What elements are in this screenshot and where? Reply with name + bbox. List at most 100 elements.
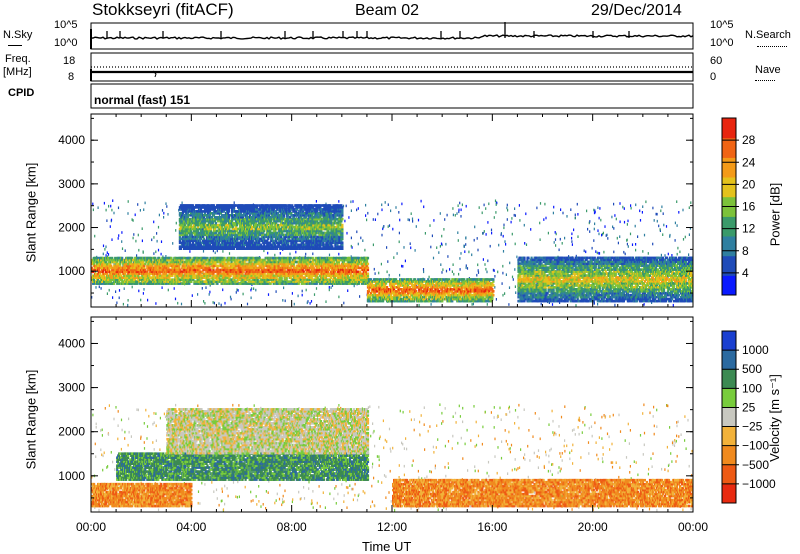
power-cell [597, 229, 599, 232]
power-cell [285, 278, 288, 281]
power-cell [320, 282, 323, 285]
power-cell [430, 245, 432, 249]
power-cell [209, 290, 211, 294]
power-cell [395, 291, 398, 295]
power-cell [142, 262, 145, 266]
power-cell [317, 266, 320, 270]
power-cell [96, 262, 99, 266]
power-cell [421, 282, 424, 285]
power-cell [150, 272, 153, 276]
power-cell [213, 260, 216, 264]
power-cell [116, 282, 119, 285]
power-cell [345, 262, 348, 266]
power-cell [484, 282, 487, 285]
power-cell [258, 264, 261, 268]
power-cell [257, 268, 260, 272]
power-cell [292, 262, 295, 266]
power-cell [626, 223, 628, 226]
power-cell [344, 272, 347, 276]
power-cell [162, 255, 164, 258]
power-cell [598, 216, 600, 220]
power-cell [255, 260, 258, 264]
power-cell [155, 282, 158, 285]
power-cell [344, 270, 347, 274]
power-cell [469, 282, 472, 285]
power-cell [495, 211, 497, 214]
power-cell [463, 293, 466, 297]
power-cell [643, 233, 646, 237]
power-cell [476, 284, 479, 287]
power-cell [525, 212, 527, 216]
power-cell [127, 266, 130, 270]
power-cell [311, 264, 314, 268]
power-cell [275, 276, 278, 279]
power-cell [134, 258, 137, 262]
power-cell [158, 213, 160, 217]
power-cell [635, 203, 637, 207]
power-cell [265, 276, 268, 279]
power-cell [250, 288, 252, 292]
power-cell [92, 208, 94, 212]
power-cell [354, 268, 358, 272]
power-cell [91, 296, 93, 299]
power-cell [134, 264, 137, 268]
power-cell [364, 268, 368, 272]
power-cell [272, 282, 275, 285]
power-cell [345, 268, 348, 272]
power-cell [564, 236, 566, 240]
power-cell [408, 290, 411, 293]
power-cell [477, 263, 479, 267]
power-cell [487, 299, 490, 303]
power-cell [110, 218, 113, 222]
power-cell [263, 258, 266, 262]
power-cell [170, 270, 173, 274]
power-cell [213, 264, 216, 268]
power-cell [368, 293, 372, 297]
power-cell [177, 278, 180, 281]
power-cell [472, 302, 474, 306]
power-cell [379, 295, 382, 299]
power-cell [243, 260, 246, 264]
power-cell [490, 299, 493, 303]
power-cell [409, 242, 411, 245]
power-cell [486, 284, 489, 287]
power-cell [188, 264, 191, 268]
power-cell [491, 282, 494, 285]
power-cell [119, 272, 122, 276]
power-cell [423, 293, 426, 297]
power-cell [99, 280, 102, 283]
power-cell [325, 300, 327, 303]
power-cell [222, 258, 225, 262]
power-cell [118, 280, 121, 283]
power-cell [371, 299, 375, 303]
power-cell [688, 253, 690, 256]
power-cell [408, 280, 411, 283]
power-cell [304, 230, 306, 233]
power-cell [358, 274, 362, 278]
power-cell [214, 258, 217, 262]
noise-left-label-underline [8, 45, 22, 46]
power-cell [315, 282, 318, 285]
power-cell [239, 266, 242, 270]
power-cell [359, 272, 363, 276]
power-cell [352, 272, 356, 276]
power-cell [193, 258, 196, 262]
power-cell [577, 213, 579, 216]
power-cell [382, 297, 385, 301]
power-cell [141, 227, 143, 230]
power-cell [223, 256, 226, 260]
power-cell [430, 284, 433, 287]
power-cell [181, 272, 184, 276]
power-cell [174, 280, 177, 283]
power-cell [153, 236, 155, 239]
power-cell [378, 290, 381, 293]
power-cell [333, 274, 336, 278]
power-cell [505, 243, 507, 246]
power-cell [461, 203, 463, 207]
power-cell [175, 221, 177, 225]
power-cell [433, 286, 436, 289]
power-cell [652, 206, 654, 210]
power-cell [357, 256, 361, 260]
power-cell [122, 262, 125, 266]
power-cell [302, 262, 305, 266]
